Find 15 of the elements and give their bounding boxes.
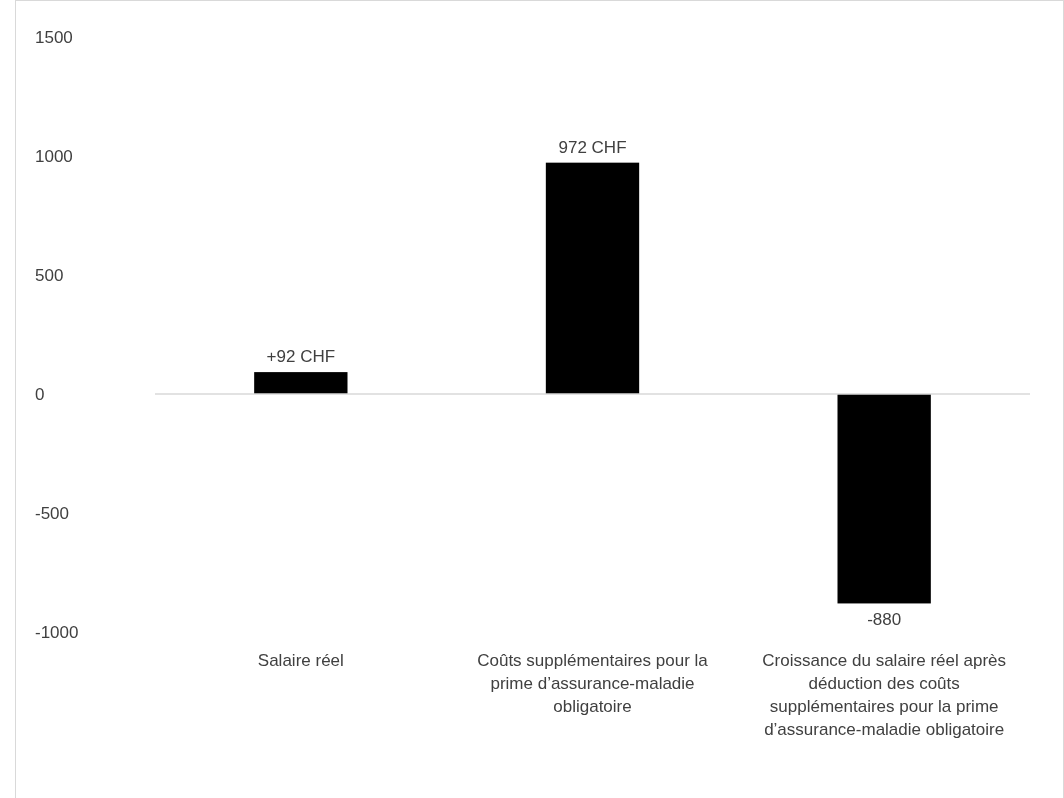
x-tick-label: Coûts supplémentaires pour la prime d’assurance-maladie obligatoire <box>477 651 709 716</box>
bar <box>837 394 931 604</box>
data-label: +92 CHF <box>266 347 336 367</box>
y-tick-label: 500 <box>35 265 64 285</box>
y-tick-label: 0 <box>35 384 45 404</box>
bar <box>545 162 640 394</box>
y-tick-label: -500 <box>35 503 70 523</box>
x-tick-label: Salaire réel <box>257 651 344 670</box>
data-label: -880 <box>867 610 902 630</box>
data-label: 972 CHF <box>558 137 627 157</box>
x-tick-label: Croissance du salaire réel après déduction des coûts supplémentaires pour la prime d’assurance-maladie obligatoire <box>762 651 1007 739</box>
y-tick-label: 1500 <box>35 27 73 47</box>
y-tick-label: -1000 <box>35 622 79 642</box>
bar <box>254 372 348 394</box>
y-tick-label: 1000 <box>35 146 73 166</box>
